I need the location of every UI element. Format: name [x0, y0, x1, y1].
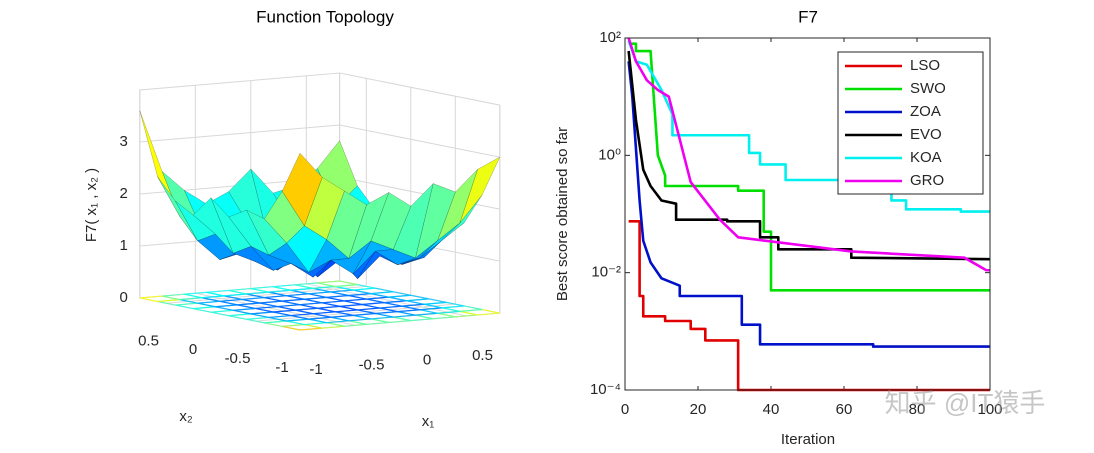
x-axis-label: Iteration: [781, 431, 835, 448]
surface-cell: [414, 183, 456, 259]
x2-tick-label: -0.5: [225, 350, 251, 367]
series-line: [628, 42, 990, 292]
y-tick-label: 10⁰: [598, 146, 621, 163]
legend-label: ZOA: [910, 103, 941, 120]
surface-cell: [281, 152, 323, 227]
series-line: [627, 50, 990, 261]
y-axis-label: Best score obtained so far: [554, 127, 571, 301]
series-line: [627, 40, 990, 213]
legend-label: GRO: [910, 172, 944, 189]
surface-title: Function Topology: [256, 7, 394, 26]
y-tick-label: 10⁻²: [591, 264, 621, 281]
x-tick-label: 80: [909, 401, 926, 418]
x2-tick-label: -1: [275, 359, 288, 376]
surface-cell: [330, 240, 372, 275]
axes-frame: [624, 37, 991, 391]
x-tick-label: 20: [690, 401, 707, 418]
legend-box: [837, 51, 984, 195]
x-tick-label: 100: [977, 401, 1002, 418]
contour-cell: [317, 280, 358, 288]
y-tick-label: 10²: [599, 29, 621, 46]
surface-cell: [348, 191, 390, 260]
x1-tick-label: -1: [309, 361, 322, 378]
surface-cell: [228, 209, 270, 256]
series-line: [627, 37, 990, 272]
z-tick-label: 2: [119, 185, 127, 202]
z-tick-label: 0: [119, 289, 127, 306]
surface-cell: [250, 246, 292, 271]
x1-tick-label: 0: [423, 352, 431, 369]
surface-cell: [459, 156, 501, 224]
x-tick-label: 60: [836, 401, 853, 418]
legend-label: EVO: [910, 126, 942, 143]
legend-label: SWO: [910, 80, 946, 97]
watermark: 知乎 @IT猿手: [885, 388, 1046, 418]
line-title: F7: [798, 7, 818, 26]
surface-cell: [304, 176, 345, 240]
z-tick-label: 1: [119, 237, 127, 254]
grid-line: [139, 124, 500, 158]
x1-tick-label: 0.5: [472, 347, 493, 364]
x2-tick-label: 0.5: [138, 332, 159, 349]
x1-tick-label: -0.5: [359, 356, 385, 373]
x2-axis-label: x₂: [179, 408, 193, 425]
x1-axis-label: x₁: [422, 413, 435, 430]
series-line: [627, 61, 990, 348]
x-tick-label: 40: [763, 401, 780, 418]
surface-cell: [157, 176, 198, 241]
y-tick-label: 10⁻⁴: [590, 381, 621, 398]
series-line: [628, 220, 990, 392]
legend-label: LSO: [910, 57, 940, 74]
z-axis-label: F7( x₁ , x₂ ): [83, 168, 100, 242]
x2-tick-label: 0: [189, 341, 197, 358]
x-tick-label: 0: [621, 401, 629, 418]
legend-label: KOA: [910, 149, 942, 166]
z-tick-label: 3: [119, 133, 127, 150]
